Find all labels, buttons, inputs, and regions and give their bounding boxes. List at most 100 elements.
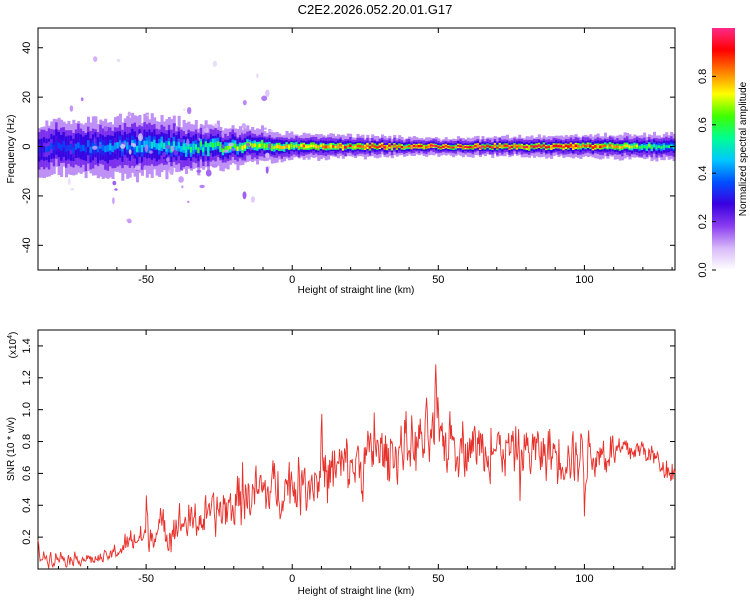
spectrogram-cell	[672, 145, 676, 149]
spectrogram-cell	[74, 143, 78, 150]
spectrogram-cell	[454, 146, 458, 148]
spectrogram-cell	[216, 141, 220, 147]
spectrogram-scatter-blob	[69, 105, 74, 112]
spectrogram-cell	[155, 143, 159, 150]
spectrogram-cell	[42, 146, 46, 153]
spectrogram-cell	[437, 146, 441, 149]
spectrogram-scatter-blob	[132, 143, 136, 148]
spectrogram-cell	[221, 147, 225, 153]
spectrogram-cell	[381, 144, 385, 147]
spectrogram-cell	[356, 144, 360, 148]
spectrogram-cell	[47, 145, 51, 152]
spectrogram-cell	[118, 140, 122, 147]
spectrogram-scatter-blob	[93, 136, 96, 145]
spectrogram-cell	[425, 146, 429, 149]
spectrogram-cell	[62, 140, 66, 148]
spectrogram-cell	[199, 141, 203, 147]
spectrogram-cell	[626, 144, 630, 147]
spectrogram-cell	[577, 144, 581, 148]
spectrogram-cell	[616, 145, 620, 148]
spectrogram-cell	[496, 146, 500, 149]
spectrogram-cell	[290, 143, 294, 148]
spectrogram-cell	[84, 146, 88, 153]
spectrogram-xtick-label: 0	[289, 274, 295, 286]
spectrogram-cell	[623, 144, 627, 148]
spectrogram-cell	[307, 145, 311, 149]
spectrogram-cell	[287, 145, 291, 149]
spectrogram-scatter-blob	[142, 160, 145, 167]
spectrogram-cell	[292, 144, 296, 148]
spectrogram-cell	[535, 145, 539, 148]
spectrogram-scatter-blob	[265, 89, 270, 98]
spectrogram-scatter-blob	[126, 218, 132, 223]
spectrogram-scatter-blob	[268, 129, 274, 132]
spectrogram-scatter-blob	[165, 145, 171, 149]
chart-title: C2E2.2026.052.20.01.G17	[298, 2, 453, 17]
spectrogram-cell	[82, 144, 86, 151]
spectrogram-cell	[432, 144, 436, 147]
spectrogram-cell	[469, 146, 473, 149]
snr-frame	[37, 329, 676, 570]
spectrogram-cell	[461, 146, 465, 149]
spectrogram-cell	[202, 147, 206, 153]
spectrogram-cell	[177, 142, 181, 149]
spectrogram-cell	[652, 144, 656, 148]
spectrogram-cell	[211, 142, 215, 148]
spectrogram-cell	[361, 145, 365, 149]
spectrogram-cell	[197, 147, 201, 154]
spectrogram-ytick-label: -40	[21, 237, 33, 253]
spectrogram-cell	[219, 144, 223, 150]
svg-text:(x104): (x104)	[7, 332, 19, 359]
spectrogram-cell	[542, 144, 546, 147]
spectrogram-cell	[395, 146, 399, 149]
spectrogram-cell	[238, 144, 242, 150]
spectrogram-cell	[224, 146, 228, 151]
spectrogram-cell	[572, 146, 576, 149]
snr-ytick-label: 0.4	[21, 498, 33, 513]
spectrogram-scatter-blob	[127, 111, 131, 117]
spectrogram-cell	[96, 145, 100, 153]
spectrogram-cell	[143, 140, 147, 148]
spectrogram-cell	[630, 145, 634, 149]
spectrogram-cell	[64, 145, 68, 152]
snr-ytick-label: 1.2	[21, 370, 33, 385]
spectrogram-cell	[586, 144, 590, 147]
spectrogram-cell	[358, 144, 362, 148]
spectrogram-cell	[317, 146, 321, 149]
spectrogram-cell	[510, 145, 514, 149]
spectrogram-scatter-blob	[221, 144, 225, 150]
spectrogram-scatter-blob	[80, 97, 84, 102]
spectrogram-cell	[603, 144, 607, 147]
spectrogram-cell	[569, 144, 573, 147]
spectrogram-cell	[158, 143, 162, 151]
spectrogram-cell	[263, 144, 267, 148]
spectrogram-cell	[503, 144, 507, 147]
spectrogram-scatter-blob	[166, 157, 170, 162]
spectrogram-cell	[606, 145, 610, 149]
spectrogram-scatter-blob	[187, 107, 192, 115]
spectrogram-cell	[412, 145, 416, 148]
spectrogram-cell	[471, 146, 475, 149]
spectrogram-cell	[547, 145, 551, 149]
spectrogram-cell	[207, 147, 211, 153]
spectrogram-scatter-blob	[186, 138, 190, 146]
spectrogram-cell	[214, 142, 218, 148]
spectrogram-cell	[554, 144, 558, 148]
spectrogram-cell	[491, 146, 495, 149]
spectrogram-scatter-blob	[138, 133, 143, 142]
spectrogram-cell	[591, 146, 595, 150]
snr-ytick-label: 0.2	[21, 529, 33, 544]
snr-ytick-label: 1.0	[21, 402, 33, 417]
spectrogram-cell	[505, 144, 509, 147]
spectrogram-cell	[57, 142, 61, 149]
spectrogram-cell	[167, 141, 171, 149]
spectrogram-cell	[226, 145, 230, 151]
spectrogram-cell	[479, 146, 483, 149]
spectrogram-cell	[444, 144, 448, 147]
spectrogram-frame	[37, 27, 676, 271]
spectrogram-scatter-blob	[181, 185, 184, 189]
spectrogram-scatter-blob	[240, 132, 244, 140]
spectrogram-cells	[38, 56, 676, 224]
snr-series-line	[37, 364, 676, 569]
spectrogram-cell	[38, 147, 42, 154]
